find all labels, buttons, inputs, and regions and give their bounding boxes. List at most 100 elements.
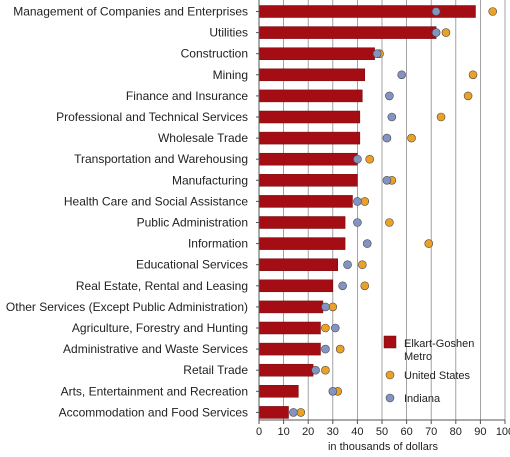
category-label: Finance and Insurance: [126, 89, 248, 103]
category-label: Health Care and Social Assistance: [64, 194, 248, 208]
category-label: Retail Trade: [183, 363, 248, 377]
category-label: Accommodation and Food Services: [59, 405, 248, 419]
dot: [321, 302, 330, 312]
x-tick-label: 50: [376, 426, 388, 438]
dot: [365, 154, 375, 164]
legend-marker: [385, 370, 395, 380]
bar: [258, 89, 363, 103]
category-labels: Management of Companies and Enterprises U…: [6, 5, 248, 420]
dot: [387, 112, 397, 122]
dot: [488, 7, 498, 16]
category-label: Educational Services: [136, 258, 248, 272]
bar: [258, 68, 366, 82]
category-label: Management of Companies and Enterprises: [13, 5, 248, 19]
bar: [258, 110, 361, 124]
dot: [360, 281, 370, 291]
bar: [258, 237, 346, 250]
bar: [258, 279, 334, 293]
dot: [468, 70, 478, 80]
bar: [258, 195, 353, 208]
dot: [353, 197, 362, 206]
bar: [258, 258, 338, 271]
category-label: Transportation and Warehousing: [74, 152, 248, 166]
dot: [328, 386, 338, 396]
category-label: Real Estate, Rental and Leasing: [76, 279, 248, 293]
dot: [360, 197, 370, 206]
x-tick-label: 70: [425, 426, 437, 438]
axes: [256, 0, 506, 424]
bars: [258, 5, 476, 419]
dot: [463, 91, 473, 101]
dots: [289, 7, 498, 417]
bar: [258, 131, 361, 145]
category-label: Other Services (Except Public Administra…: [6, 300, 248, 314]
category-label: Information: [188, 237, 248, 251]
x-tick-label: 90: [474, 426, 486, 438]
bar: [258, 152, 358, 166]
bar: [258, 26, 437, 39]
bar: [258, 300, 324, 314]
dot: [321, 365, 330, 375]
category-label: Utilities: [209, 26, 248, 40]
dot: [382, 133, 392, 143]
category-label: Construction: [181, 47, 248, 61]
dot: [353, 218, 362, 227]
bar: [258, 47, 375, 60]
dot: [328, 302, 338, 312]
bar: [258, 342, 321, 356]
dot: [382, 176, 392, 185]
bar: [258, 5, 476, 18]
x-tick-label: 20: [302, 426, 314, 438]
dot: [330, 323, 340, 333]
category-label: Public Administration: [137, 216, 248, 230]
dot: [311, 365, 320, 375]
x-tick-label: 0: [256, 426, 262, 438]
x-tick-label: 100: [496, 426, 510, 438]
dot: [321, 323, 330, 333]
x-tick-label: 10: [277, 426, 289, 438]
dot: [289, 408, 298, 417]
bar: [258, 174, 358, 187]
bar: [258, 216, 346, 229]
category-label: Mining: [213, 68, 248, 82]
bar: [258, 385, 299, 398]
legend-label: United States: [404, 370, 471, 382]
dot: [343, 260, 352, 270]
dot: [358, 260, 367, 270]
legend-label: Indiana: [404, 393, 441, 405]
dot: [441, 28, 451, 37]
x-tick-label: 40: [351, 426, 363, 438]
x-tick-label: 30: [327, 426, 339, 438]
dot: [335, 344, 345, 354]
legend-swatch: [383, 335, 397, 349]
dot: [353, 154, 362, 164]
bar: [258, 406, 289, 419]
x-tick-label: 60: [400, 426, 412, 438]
dot: [436, 112, 446, 122]
category-label: Administrative and Waste Services: [63, 342, 248, 356]
dot: [431, 7, 441, 16]
dot: [397, 70, 406, 80]
dot: [431, 28, 441, 37]
gridlines: [283, 0, 506, 420]
dot: [407, 133, 416, 143]
category-label: Agriculture, Forestry and Hunting: [72, 321, 248, 335]
tick-labels: 0 10 20 30 40 50 60 70 80 90 100: [256, 426, 510, 438]
category-label: Wholesale Trade: [158, 131, 248, 145]
dot: [385, 91, 394, 101]
dot: [372, 49, 382, 59]
dot: [296, 408, 306, 417]
dot: [338, 281, 347, 291]
dot: [385, 218, 394, 227]
bar: [258, 363, 314, 377]
legend-marker: [385, 393, 395, 403]
x-axis-title: in thousands of dollars: [328, 441, 439, 453]
dot: [424, 239, 434, 248]
category-label: Professional and Technical Services: [56, 110, 248, 124]
x-tick-label: 80: [450, 426, 462, 438]
bar: [258, 321, 321, 335]
legend-label: Elkart-Goshen: [404, 338, 474, 350]
dot: [321, 344, 330, 354]
